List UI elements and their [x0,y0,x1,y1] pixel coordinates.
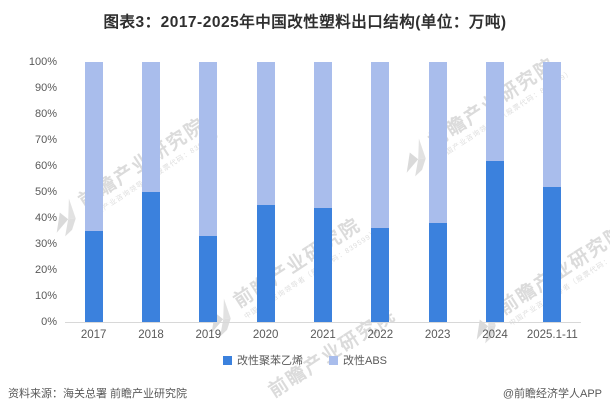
x-axis-label-2021: 2021 [310,329,336,341]
legend-item-改性聚苯乙烯: 改性聚苯乙烯 [222,352,303,368]
bar-segment-改性ABS [371,62,390,229]
y-axis-tick-label: 30% [34,238,57,250]
stacked-bar-2020 [256,62,275,322]
bar-segment-改性聚苯乙烯 [199,236,218,322]
y-axis-tick-label: 50% [34,186,57,198]
y-axis-tick-label: 70% [34,134,57,146]
stacked-bar-2022 [371,62,390,322]
y-axis-tick-label: 0% [41,316,57,328]
x-axis-label-2020: 2020 [252,329,279,341]
bar-segment-改性聚苯乙烯 [256,205,275,322]
y-axis-tick-label: 40% [34,212,57,224]
stacked-bar-2018 [142,62,160,322]
stacked-bar-2019 [199,62,218,322]
stacked-bar-2021 [314,62,332,322]
bar-segment-改性ABS [486,62,504,161]
bar-segment-改性聚苯乙烯 [84,231,103,322]
bar-segment-改性ABS [199,62,218,237]
bar-segment-改性ABS [256,62,275,205]
credit-note: @前瞻经济学人APP [502,388,602,400]
x-axis-label-2022: 2022 [367,329,394,341]
x-axis-label-2018: 2018 [138,329,164,341]
y-axis-tick-label: 90% [34,82,57,94]
bar-segment-改性聚苯乙烯 [314,207,332,322]
bar-segment-改性聚苯乙烯 [371,228,390,322]
stacked-bar-2025.1-11 [543,62,562,322]
x-axis-label-2017: 2017 [80,329,107,341]
chart-title: 图表3：2017-2025年中国改性塑料出口结构(单位：万吨) [103,14,507,31]
bar-segment-改性聚苯乙烯 [428,223,447,322]
bar-segment-改性ABS [428,62,447,224]
legend-label: 改性聚苯乙烯 [236,355,303,367]
x-axis: 2017 2018 2019 2020 2021 2022 2023 2024 2025.1-1… [65,329,581,345]
bar-segment-改性ABS [84,62,103,231]
legend: 改性聚苯乙烯 改性ABS [0,352,610,368]
legend-item-改性ABS: 改性ABS [328,352,387,368]
y-axis-tick-label: 100% [28,56,57,68]
legend-swatch [328,355,338,365]
y-axis-tick-label: 60% [34,160,57,172]
plot-area [65,62,581,323]
x-axis-label-2023: 2023 [424,329,451,341]
bar-segment-改性ABS [314,62,332,208]
x-axis-label-2025.1-11: 2025.1-11 [526,329,578,341]
bar-segment-改性ABS [142,62,160,192]
y-axis: 0% 10% 20% 30% 40% 50% 60% 70% 80% 90% 100% [0,56,57,328]
x-axis-label-2019: 2019 [195,329,222,341]
bar-segment-改性聚苯乙烯 [486,160,504,322]
y-axis-tick-label: 80% [34,108,57,120]
x-axis-label-2024: 2024 [482,329,508,341]
y-axis-tick-label: 10% [34,290,57,302]
footer: 资料来源：海关总署 前瞻产业研究院 @前瞻经济学人APP [0,385,610,403]
bar-segment-改性ABS [543,62,562,187]
y-axis-tick-label: 20% [34,264,57,276]
legend-swatch [222,355,232,365]
source-note: 资料来源：海关总署 前瞻产业研究院 [8,388,188,400]
legend-label: 改性ABS [342,355,387,367]
stacked-bar-2023 [428,62,447,322]
stacked-bar-2024 [486,62,504,322]
bar-segment-改性聚苯乙烯 [543,186,562,322]
bar-segment-改性聚苯乙烯 [142,192,160,322]
stacked-bar-2017 [84,62,103,322]
